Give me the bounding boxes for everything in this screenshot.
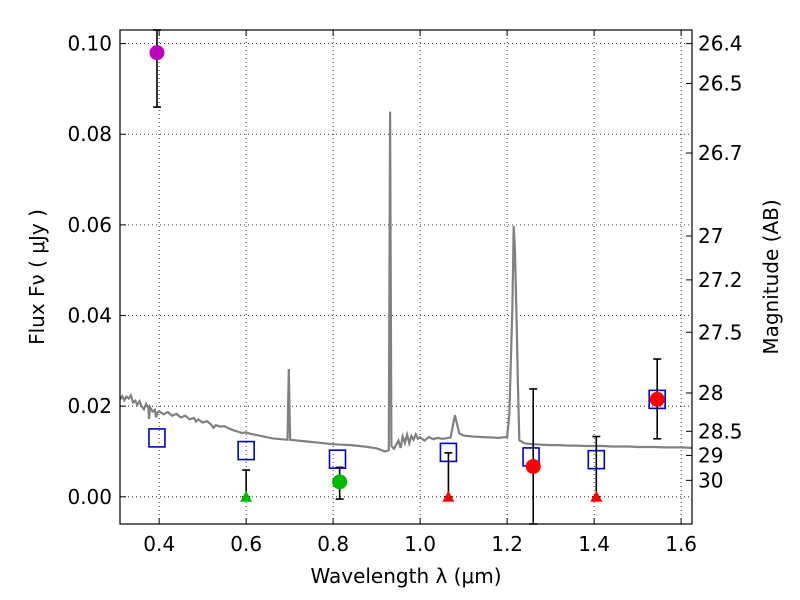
x-tick-label: 0.4 xyxy=(143,532,175,556)
detection-point xyxy=(525,458,541,474)
mag-tick-label: 30 xyxy=(698,468,723,492)
x-tick-label: 0.6 xyxy=(230,532,262,556)
y-tick-label: 0.02 xyxy=(67,394,112,418)
upper-limit-marker xyxy=(240,490,253,502)
y-tick-label: 0.10 xyxy=(67,32,112,56)
model-square xyxy=(328,449,347,469)
marker-layer xyxy=(148,29,667,525)
mag-tick-label: 29 xyxy=(698,443,723,467)
mag-tick-label: 28 xyxy=(698,381,723,405)
spectrum-layer xyxy=(120,111,692,453)
detection-point xyxy=(332,474,348,490)
x-tick-label: 1.0 xyxy=(404,532,436,556)
y-tick-label: 0.04 xyxy=(67,304,112,328)
mag-tick-label: 26.5 xyxy=(698,71,743,95)
upper-limit-marker xyxy=(442,490,455,502)
x-tick-label: 0.8 xyxy=(317,532,349,556)
detection-point xyxy=(149,45,165,61)
y2-axis-title: Magnitude (AB) xyxy=(759,199,783,354)
y-tick-label: 0.00 xyxy=(67,485,112,509)
y-tick-label: 0.06 xyxy=(67,213,112,237)
detection-point xyxy=(649,391,665,407)
mag-tick-label: 28.5 xyxy=(698,419,743,443)
x-tick-label: 1.6 xyxy=(665,532,697,556)
tick-layer: 0.4 0.6 0.8 1.0 1.2 1.4 1.6 0.00 0.02 0.04 0.06 0.0… xyxy=(67,30,743,556)
y-tick-label: 0.08 xyxy=(67,122,112,146)
mag-tick-label: 26.4 xyxy=(698,32,743,56)
upper-limit-marker xyxy=(590,490,603,502)
x-axis-title: Wavelength λ (μm) xyxy=(310,564,501,588)
mag-tick-label: 27.2 xyxy=(698,268,743,292)
model-square xyxy=(148,428,166,448)
model-square xyxy=(237,440,255,461)
x-tick-label: 1.2 xyxy=(491,532,523,556)
mag-tick-label: 27.5 xyxy=(698,320,743,344)
mag-tick-label: 26.7 xyxy=(698,141,743,165)
x-tick-label: 1.4 xyxy=(578,532,610,556)
spectrum-line xyxy=(120,111,692,453)
y-axis-title: Flux Fν ( μJy ) xyxy=(25,209,49,345)
plot-frame xyxy=(119,29,693,525)
mag-tick-label: 27 xyxy=(698,224,723,248)
